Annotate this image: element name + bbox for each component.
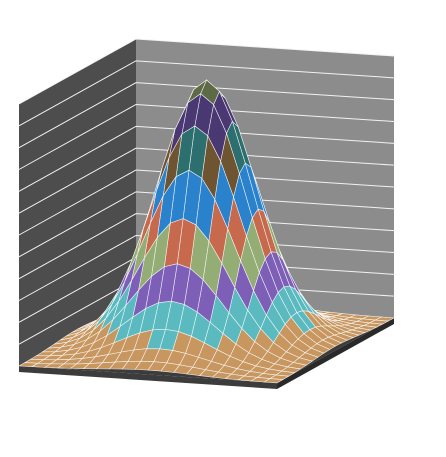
wall-gridline — [18, 147, 395, 214]
wall-gridline — [18, 169, 395, 236]
wall-gridline — [18, 191, 395, 258]
floor-right-edge — [277, 318, 394, 389]
floor-front-edge — [19, 366, 277, 389]
wall-gridline — [18, 60, 395, 127]
surface-mesh — [17, 79, 396, 384]
wall-gridline — [18, 213, 395, 280]
wall-gridline — [18, 103, 395, 170]
surface-cell — [17, 362, 39, 367]
wall-gridline — [18, 234, 395, 301]
wall-gridline — [18, 38, 395, 105]
wall-gridline — [18, 82, 395, 149]
wall-gridline — [18, 125, 395, 192]
